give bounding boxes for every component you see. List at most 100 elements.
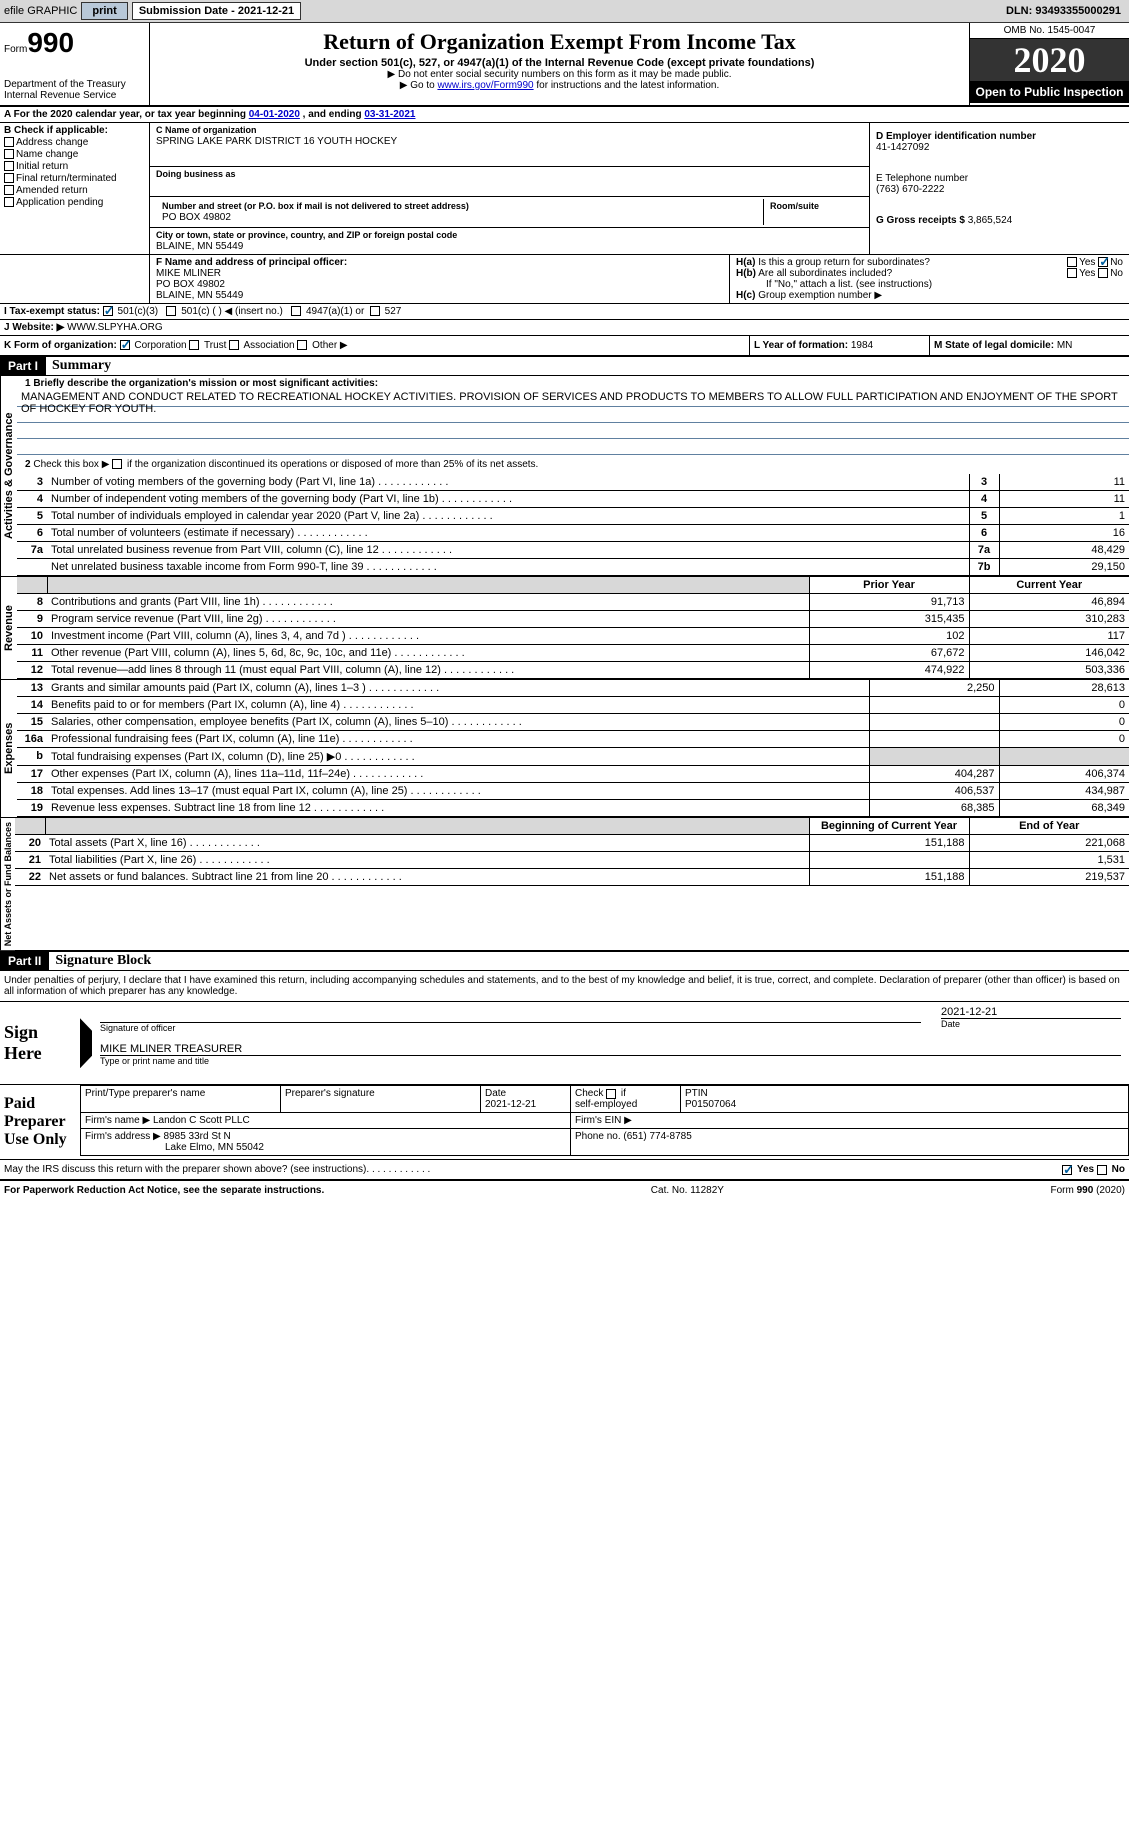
current-value: 434,987 — [999, 783, 1129, 800]
check-initial-return[interactable]: Initial return — [4, 161, 145, 172]
prior-value: 151,188 — [809, 869, 969, 886]
form-title: Return of Organization Exempt From Incom… — [160, 29, 959, 55]
row-value: 16 — [999, 525, 1129, 542]
row-value: 29,150 — [999, 559, 1129, 576]
prior-value — [869, 731, 999, 748]
footer-cat: Cat. No. 11282Y — [651, 1185, 724, 1196]
form-subtitle: Under section 501(c), 527, or 4947(a)(1)… — [160, 57, 959, 69]
prior-value: 2,250 — [869, 680, 999, 697]
org-name: SPRING LAKE PARK DISTRICT 16 YOUTH HOCKE… — [156, 136, 397, 147]
current-value: 146,042 — [969, 645, 1129, 662]
tax-year: 2020 — [970, 39, 1129, 81]
row-value: 11 — [999, 474, 1129, 491]
submission-date-box: Submission Date - 2021-12-21 — [132, 2, 301, 20]
efile-label: efile GRAPHIC — [4, 5, 77, 17]
check-app-pending[interactable]: Application pending — [4, 197, 145, 208]
irs-link[interactable]: www.irs.gov/Form990 — [437, 80, 533, 91]
prior-value: 91,713 — [809, 594, 969, 611]
row-num: 3 — [17, 474, 47, 491]
501c3-checkbox[interactable] — [103, 306, 113, 316]
current-value: 503,336 — [969, 662, 1129, 679]
officer-name: MIKE MLINER — [156, 268, 221, 279]
sign-arrow-icon — [80, 1018, 92, 1068]
prior-value — [869, 697, 999, 714]
current-value: 0 — [999, 714, 1129, 731]
row-text: Net unrelated business taxable income fr… — [47, 559, 969, 576]
form-header: Form990 Department of the Treasury Inter… — [0, 23, 1129, 107]
check-amended[interactable]: Amended return — [4, 185, 145, 196]
firm-phone: (651) 774-8785 — [623, 1131, 691, 1142]
year-formation: 1984 — [851, 340, 873, 351]
row-num: 6 — [17, 525, 47, 542]
prior-value: 315,435 — [809, 611, 969, 628]
mission-text: MANAGEMENT AND CONDUCT RELATED TO RECREA… — [17, 391, 1129, 407]
footer-form: Form 990 (2020) — [1051, 1185, 1125, 1196]
ptin: P01507064 — [685, 1099, 736, 1110]
check-name-change[interactable]: Name change — [4, 149, 145, 160]
ha-no-checkbox[interactable] — [1098, 257, 1108, 267]
prior-value — [869, 714, 999, 731]
row-text: Number of independent voting members of … — [47, 491, 969, 508]
prior-value: 404,287 — [869, 766, 999, 783]
tab-governance: Activities & Governance — [0, 376, 17, 576]
sign-here-label: Sign Here — [0, 1002, 80, 1084]
dept-label: Department of the Treasury Internal Reve… — [4, 79, 145, 101]
dln: DLN: 93493355000291 — [1006, 5, 1121, 17]
open-inspection: Open to Public Inspection — [970, 81, 1129, 103]
sig-date: 2021-12-21 — [941, 1006, 1121, 1018]
part1-header: Part I — [0, 357, 46, 375]
current-value: 1,531 — [969, 852, 1129, 869]
row-text: Total number of individuals employed in … — [47, 508, 969, 525]
officer-name-title: MIKE MLINER TREASURER — [100, 1043, 1121, 1055]
org-city: BLAINE, MN 55449 — [156, 241, 243, 252]
print-button[interactable]: print — [81, 2, 127, 20]
current-value: 310,283 — [969, 611, 1129, 628]
part1-title: Summary — [46, 358, 111, 374]
current-value: 221,068 — [969, 835, 1129, 852]
paid-preparer-label: Paid Preparer Use Only — [0, 1085, 80, 1159]
phone: (763) 670-2222 — [876, 184, 944, 195]
check-address-change[interactable]: Address change — [4, 137, 145, 148]
ein: 41-1427092 — [876, 142, 929, 153]
prior-value: 406,537 — [869, 783, 999, 800]
footer-notice: For Paperwork Reduction Act Notice, see … — [4, 1185, 324, 1196]
row-num: 7a — [17, 542, 47, 559]
part2-title: Signature Block — [49, 953, 151, 969]
state-domicile: MN — [1057, 340, 1073, 351]
tab-netassets: Net Assets or Fund Balances — [0, 818, 15, 950]
prior-value: 67,672 — [809, 645, 969, 662]
section-b-to-g: B Check if applicable: Address change Na… — [0, 123, 1129, 255]
omb-number: OMB No. 1545-0047 — [970, 23, 1129, 39]
website: WWW.SLPYHA.ORG — [67, 322, 163, 333]
form-note-2: ▶ Go to www.irs.gov/Form990 for instruct… — [160, 80, 959, 91]
current-value: 117 — [969, 628, 1129, 645]
row-value: 48,429 — [999, 542, 1129, 559]
section-f-h: F Name and address of principal officer:… — [0, 255, 1129, 304]
org-address: PO BOX 49802 — [162, 212, 231, 223]
corp-checkbox[interactable] — [120, 340, 130, 350]
current-value: 0 — [999, 697, 1129, 714]
period-start-link[interactable]: 04-01-2020 — [249, 109, 300, 120]
prior-value: 102 — [809, 628, 969, 645]
prior-value: 68,385 — [869, 800, 999, 817]
header-bar: efile GRAPHIC print Submission Date - 20… — [0, 0, 1129, 23]
row-value: 1 — [999, 508, 1129, 525]
row-num — [17, 559, 47, 576]
part2-header: Part II — [0, 952, 49, 970]
current-value: 46,894 — [969, 594, 1129, 611]
row-text: Total number of volunteers (estimate if … — [47, 525, 969, 542]
prior-value — [809, 852, 969, 869]
row-text: Total unrelated business revenue from Pa… — [47, 542, 969, 559]
discuss-yes-checkbox[interactable] — [1062, 1165, 1072, 1175]
current-value: 28,613 — [999, 680, 1129, 697]
period-end-link[interactable]: 03-31-2021 — [364, 109, 415, 120]
check-final-return[interactable]: Final return/terminated — [4, 173, 145, 184]
row-value: 11 — [999, 491, 1129, 508]
section-i: I Tax-exempt status: 501(c)(3) 501(c) ( … — [0, 304, 1129, 319]
current-value: 219,537 — [969, 869, 1129, 886]
section-b: B Check if applicable: Address change Na… — [0, 123, 150, 254]
period-line: A For the 2020 calendar year, or tax yea… — [0, 107, 1129, 123]
gross-receipts: 3,865,524 — [968, 215, 1013, 226]
current-value: 0 — [999, 731, 1129, 748]
tab-revenue: Revenue — [0, 577, 17, 679]
